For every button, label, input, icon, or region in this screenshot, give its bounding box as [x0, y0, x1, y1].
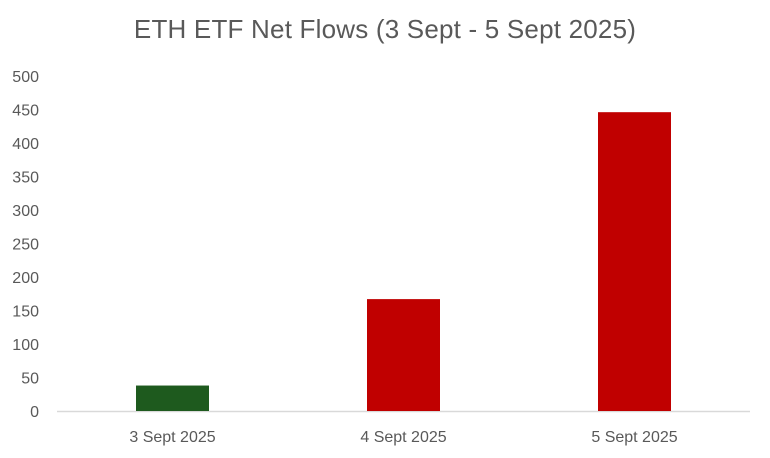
y-tick-label: 150 — [12, 304, 39, 321]
y-tick-label: 50 — [21, 371, 39, 388]
y-tick-label: 250 — [12, 237, 39, 254]
y-tick-label: 300 — [12, 203, 39, 220]
chart-title: ETH ETF Net Flows (3 Sept - 5 Sept 2025) — [133, 14, 637, 44]
y-tick-label: 450 — [12, 103, 39, 120]
x-tick-label: 4 Sept 2025 — [360, 429, 446, 446]
y-tick-label: 100 — [12, 337, 39, 354]
y-tick-label: 0 — [30, 404, 39, 421]
y-tick-label: 350 — [12, 170, 39, 187]
y-tick-label: 500 — [12, 69, 39, 86]
x-tick-label: 3 Sept 2025 — [129, 429, 215, 446]
x-tick-label: 5 Sept 2025 — [591, 429, 677, 446]
bar-3 — [598, 112, 671, 412]
y-tick-label: 200 — [12, 270, 39, 287]
bar-2 — [367, 299, 440, 411]
bar-1 — [136, 385, 209, 411]
y-tick-label: 400 — [12, 136, 39, 153]
